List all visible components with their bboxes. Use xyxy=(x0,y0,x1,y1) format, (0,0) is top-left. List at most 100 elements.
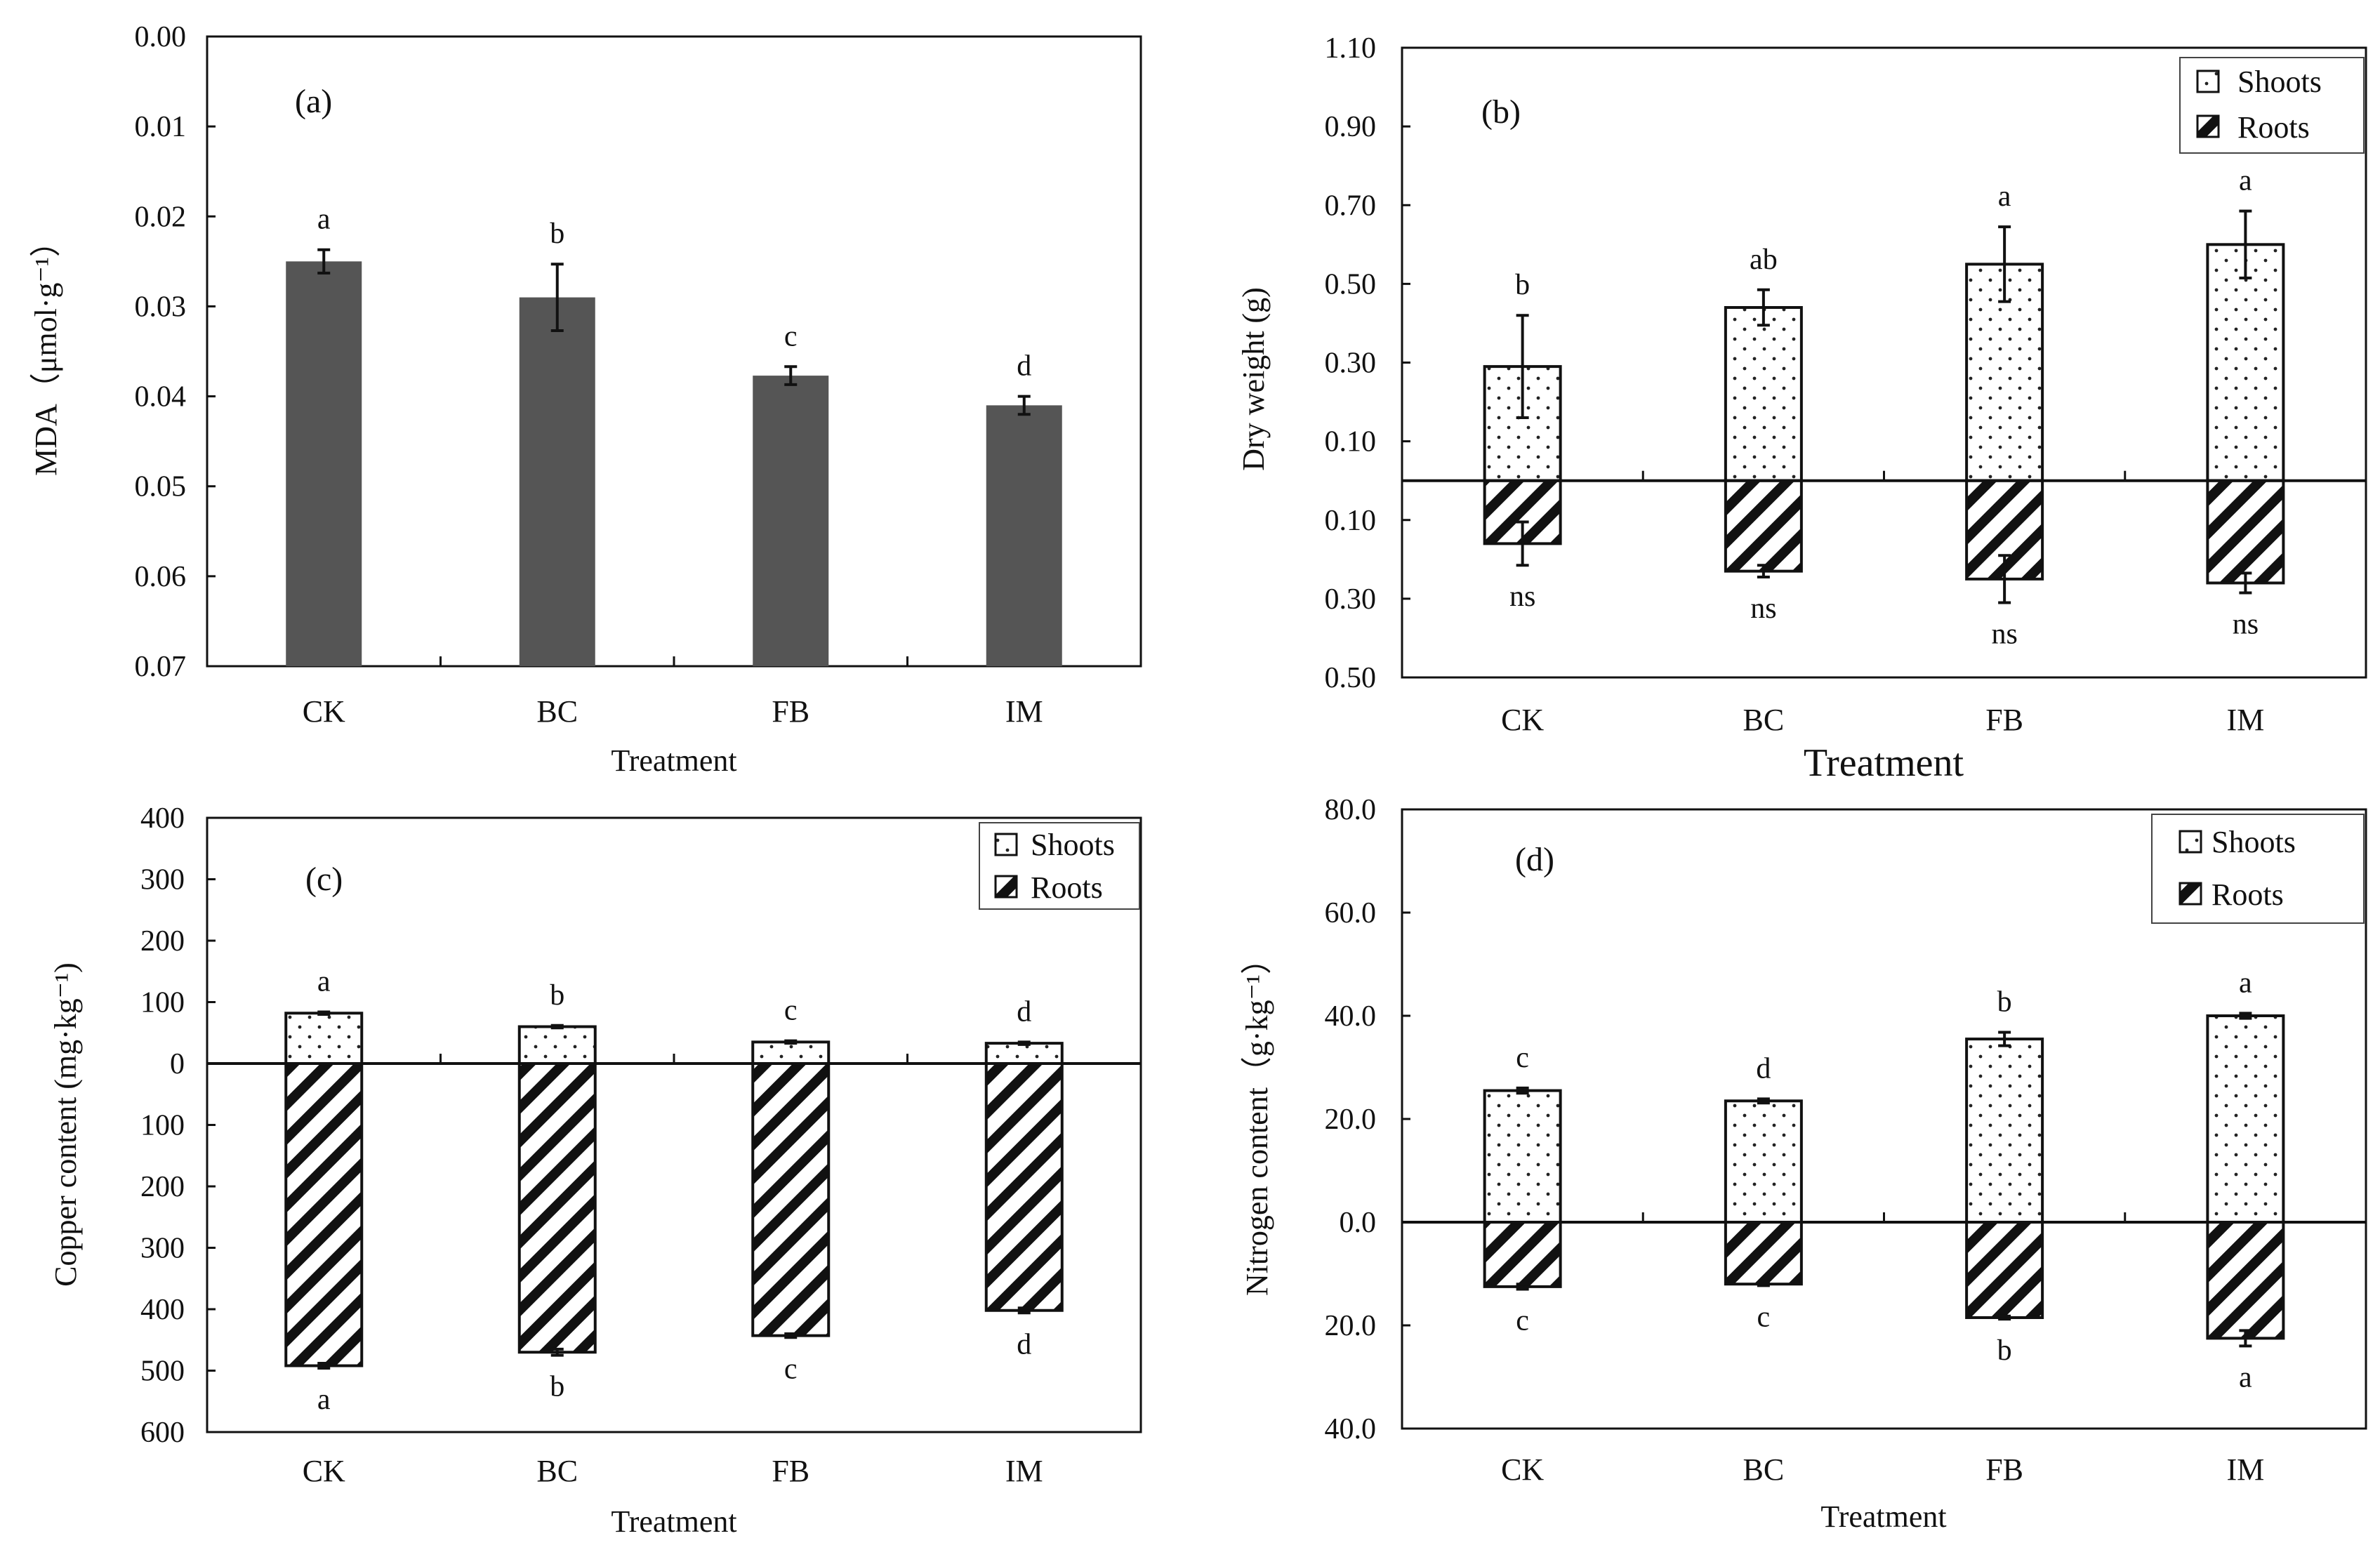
significance-letter-shoots: c xyxy=(784,995,798,1027)
y-tick-label: 100 xyxy=(140,987,185,1019)
significance-letter-roots: ns xyxy=(1750,592,1776,625)
panel-d-error-bars xyxy=(1516,1012,2252,1348)
y-tick-label: 20.0 xyxy=(1325,1310,1377,1342)
panel-a-x-ticks: CK BC FB IM xyxy=(303,656,1043,729)
y-tick-label: 0.10 xyxy=(1325,426,1377,458)
significance-letter-roots: c xyxy=(1757,1301,1771,1333)
bar-roots xyxy=(2206,1221,2285,1340)
panel-b-bars xyxy=(1402,243,2366,585)
significance-letter-shoots: ab xyxy=(1750,244,1778,276)
y-tick-label: 0.05 xyxy=(135,471,187,503)
bar-shoots xyxy=(1483,1089,1562,1224)
y-tick-label: 500 xyxy=(140,1356,185,1388)
significance-letter-roots: d xyxy=(1017,1328,1031,1360)
panel-d-x-ticks: CK BC FB IM xyxy=(1501,1212,2264,1487)
x-tick-label: BC xyxy=(1743,1452,1785,1487)
significance-letter-roots: a xyxy=(2239,1361,2252,1393)
y-tick-label: 60.0 xyxy=(1325,897,1377,929)
y-tick-label: 400 xyxy=(140,1294,185,1326)
y-tick-label: 0.30 xyxy=(1325,347,1377,380)
bar-roots xyxy=(517,1062,597,1354)
y-tick-label: 80.0 xyxy=(1325,794,1377,826)
panel-a: 0.00 0.01 0.02 0.03 0.04 0.05 0.06 0.07 CK BC FB I… xyxy=(29,21,1142,778)
panel-b-legend-roots-label: Roots xyxy=(2237,110,2310,145)
panel-d: 80.0 60.0 40.0 20.0 0.0 20.0 40.0 CK BC FB IM c d b… xyxy=(1240,794,2367,1534)
bar xyxy=(753,376,829,666)
panel-b-y-ticks: 1.10 0.90 0.70 0.50 0.30 0.10 0.10 0.30 0.50 xyxy=(1325,32,1410,694)
panel-c-xlabel: Treatment xyxy=(611,1504,736,1539)
panel-a-xlabel: Treatment xyxy=(611,743,736,778)
bar-roots xyxy=(284,1062,364,1367)
bar-roots xyxy=(1483,1221,1562,1288)
y-tick-label: 300 xyxy=(140,864,185,896)
y-tick-label: 0 xyxy=(170,1048,185,1080)
bar-shoots xyxy=(2206,1014,2285,1224)
panel-b: 1.10 0.90 0.70 0.50 0.30 0.10 0.10 0.30 0.50 CK B… xyxy=(1236,32,2367,785)
panel-d-legend-roots-swatch xyxy=(2179,882,2202,906)
bar-shoots xyxy=(517,1025,597,1065)
x-tick-label: BC xyxy=(1743,703,1785,737)
bar-roots xyxy=(1724,1221,1803,1286)
y-tick-label: 0.02 xyxy=(135,201,187,233)
y-tick-label: 600 xyxy=(140,1417,185,1449)
x-tick-label: CK xyxy=(1501,703,1544,737)
panel-b-legend-shoots-label: Shoots xyxy=(2237,65,2322,99)
y-tick-label: 0.50 xyxy=(1325,662,1377,694)
panel-c-legend-shoots-label: Shoots xyxy=(1031,828,1115,862)
y-tick-label: 40.0 xyxy=(1325,1413,1377,1445)
panel-b-legend-shoots-swatch xyxy=(2196,69,2220,93)
x-tick-label: IM xyxy=(1005,1454,1043,1488)
bar-roots xyxy=(751,1062,831,1337)
panel-a-ylabel: MDA（μmol·g⁻¹） xyxy=(29,226,63,476)
significance-letter-shoots: b xyxy=(1515,269,1530,301)
significance-letter-shoots: c xyxy=(1516,1042,1529,1074)
y-tick-label: 0.07 xyxy=(135,651,187,683)
y-tick-label: 0.70 xyxy=(1325,190,1377,222)
panel-d-legend-shoots-swatch xyxy=(2179,830,2202,854)
panel-b-x-ticks: CK BC FB IM xyxy=(1501,470,2264,737)
y-tick-label: 0.0 xyxy=(1340,1207,1377,1239)
x-tick-label: BC xyxy=(536,694,578,729)
bar-roots xyxy=(1965,1221,2044,1319)
panel-b-error-bars xyxy=(1516,209,2252,604)
panel-d-ylabel: Nitrogen content（g·kg⁻¹） xyxy=(1240,943,1274,1296)
significance-letter-shoots: d xyxy=(1756,1052,1771,1085)
significance-letter-roots: ns xyxy=(1991,618,2017,650)
significance-letter: b xyxy=(550,218,564,250)
panel-c-legend-shoots-swatch xyxy=(994,833,1018,856)
panel-c-significance: a b c d a b c d xyxy=(317,966,1031,1417)
panel-d-significance: c d b a c c b a xyxy=(1516,967,2252,1393)
bar xyxy=(286,261,362,666)
bar xyxy=(519,297,595,667)
x-tick-label: CK xyxy=(1501,1452,1544,1487)
significance-letter-roots: c xyxy=(1516,1305,1529,1337)
significance-letter-shoots: a xyxy=(317,966,331,998)
y-tick-label: 20.0 xyxy=(1325,1104,1377,1136)
bar-shoots xyxy=(284,1012,364,1065)
bar-shoots xyxy=(751,1040,831,1065)
panel-d-xlabel: Treatment xyxy=(1820,1499,1946,1534)
significance-letter-shoots: a xyxy=(2239,967,2252,999)
y-tick-label: 0.90 xyxy=(1325,111,1377,143)
panel-b-legend-roots-swatch xyxy=(2196,114,2220,138)
significance-letter-shoots: a xyxy=(1998,180,2011,213)
panel-b-legend: Shoots Roots xyxy=(2179,57,2365,154)
panel-b-xlabel: Treatment xyxy=(1804,741,1964,785)
x-tick-label: IM xyxy=(2226,1452,2264,1487)
panel-b-ylabel: Dry weight (g) xyxy=(1236,287,1271,471)
significance-letter: a xyxy=(317,204,331,236)
panel-d-legend-roots-label: Roots xyxy=(2212,877,2284,912)
y-tick-label: 0.00 xyxy=(135,21,187,53)
y-tick-label: 0.03 xyxy=(135,291,187,323)
x-tick-label: BC xyxy=(536,1454,578,1488)
y-tick-label: 0.01 xyxy=(135,111,187,143)
panel-c-x-ticks: CK BC FB IM xyxy=(303,1054,1043,1488)
y-tick-label: 1.10 xyxy=(1325,32,1377,65)
x-tick-label: IM xyxy=(1005,694,1043,729)
x-tick-label: FB xyxy=(1985,1452,2023,1487)
panel-d-label: (d) xyxy=(1515,841,1554,878)
panel-a-label: (a) xyxy=(295,83,332,120)
significance-letter: d xyxy=(1017,350,1031,383)
y-tick-label: 40.0 xyxy=(1325,1000,1377,1033)
panel-c-legend-roots-swatch xyxy=(994,875,1018,899)
